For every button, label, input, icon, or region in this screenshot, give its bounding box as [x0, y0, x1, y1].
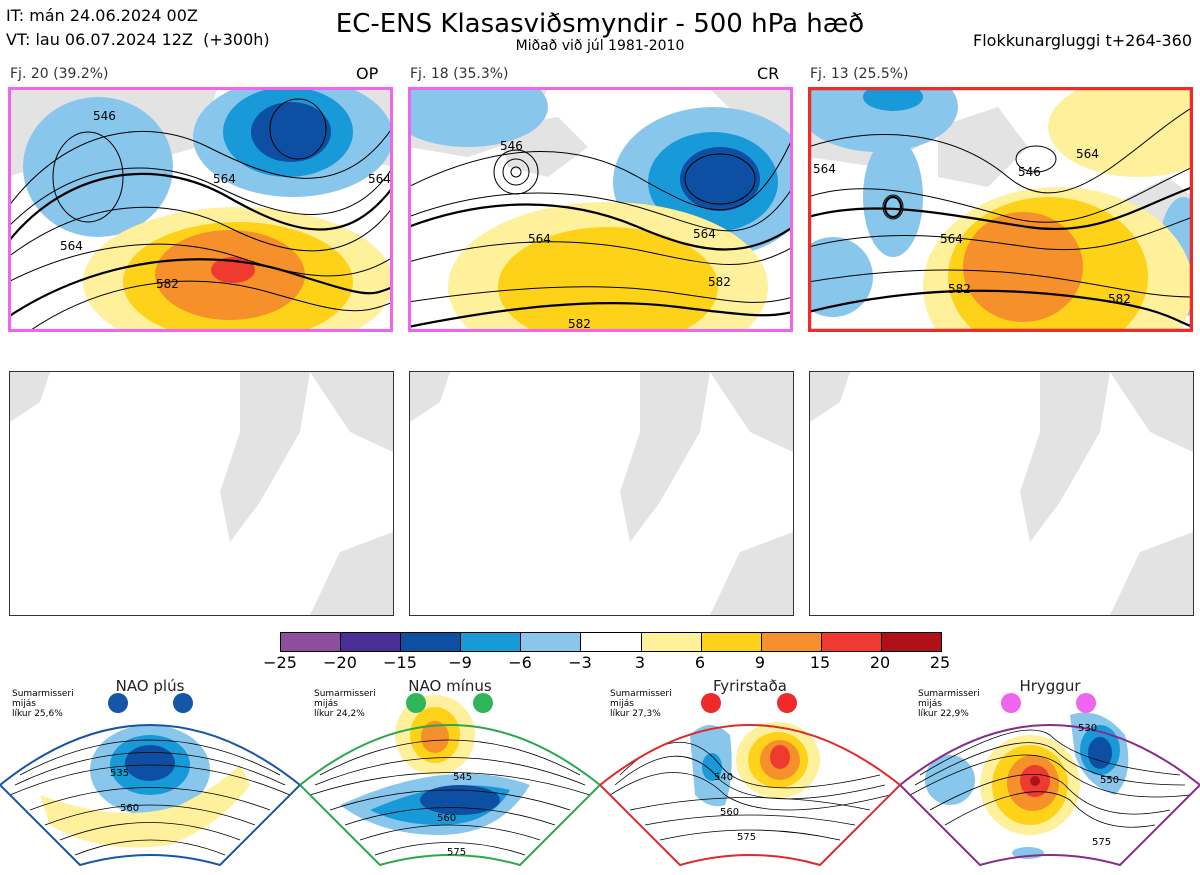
colorbar-segment [461, 633, 522, 651]
cluster-2-contour-5: 582 [568, 317, 591, 331]
colorbar-tick: 3 [634, 653, 646, 672]
colorbar-tick: 20 [869, 653, 891, 672]
regime-3-contour-2: 560 [720, 807, 740, 818]
colorbar-segment [701, 633, 762, 651]
cluster-2-tag: CR [757, 64, 780, 83]
colorbar-segment [761, 633, 822, 651]
colorbar-segment [401, 633, 462, 651]
regime-1-contour-1: 535 [110, 768, 130, 779]
cluster-3-contour-5: 582 [948, 282, 971, 296]
colorbar-tick: −6 [508, 653, 532, 672]
cluster-2-contour-1: 546 [500, 139, 523, 153]
cluster-3-contour-6: 582 [1108, 292, 1131, 306]
empty-map-1 [9, 371, 394, 616]
cluster-1-tag: OP [356, 64, 379, 83]
regime-3-contour-3: 575 [737, 832, 757, 843]
regime-2-info: Sumarmisseri mijás líkur 24,2% [314, 689, 376, 719]
cluster-2-contour-3: 564 [693, 227, 716, 241]
colorbar-segment [521, 633, 582, 651]
regime-4-contour-1: 530 [1078, 723, 1098, 734]
cluster-1-contour-1: 546 [93, 109, 116, 123]
cluster-2-label: Fj. 18 (35.3%) [410, 66, 509, 82]
colorbar-segment [341, 633, 402, 651]
regime-4-contour-2: 550 [1100, 775, 1120, 786]
colorbar-tick: −25 [263, 653, 297, 672]
colorbar-tick: −20 [323, 653, 357, 672]
regime-1-title: NAO plús [115, 677, 185, 695]
cluster-3-map: 564 564 546 564 582 582 [808, 87, 1193, 332]
colorbar-segment [281, 633, 342, 651]
cluster-2-map: 546 564 564 582 582 [408, 87, 793, 332]
regime-4-title: Hryggur [1019, 677, 1081, 695]
colorbar-segment [821, 633, 882, 651]
regime-4-contour-3: 575 [1092, 837, 1112, 848]
cluster-3-label: Fj. 13 (25.5%) [810, 66, 909, 82]
cluster-1-map: 546 564 564 564 582 [8, 87, 393, 332]
colorbar-tick: −3 [568, 653, 592, 672]
page-title: EC-ENS Klasasviðsmyndir - 500 hPa hæð [335, 9, 865, 39]
colorbar-tick: −9 [448, 653, 472, 672]
colorbar-tick: 25 [929, 653, 951, 672]
regime-4-info: Sumarmisseri mijás líkur 22,9% [918, 689, 980, 719]
colorbar-tick: 6 [694, 653, 706, 672]
regime-3-title: Fyrirstaða [713, 677, 787, 695]
regime-2-contour-3: 575 [447, 847, 467, 858]
cluster-3-contour-1: 564 [813, 162, 836, 176]
page-subtitle: Miðað við júl 1981-2010 [515, 38, 685, 54]
regime-3-contour-1: 540 [714, 772, 734, 783]
regime-nao-minus: NAO mínus Sumarmisseri mijás líkur 24,2%… [298, 675, 602, 871]
cluster-1-contour-4: 564 [368, 172, 391, 186]
cluster-3-contour-3: 546 [1018, 165, 1041, 179]
colorbar-tick: 9 [754, 653, 766, 672]
cluster-3-contour-4: 564 [1076, 147, 1099, 161]
regime-1-info: Sumarmisseri mijás líkur 25,6% [12, 689, 74, 719]
valid-time: VT: lau 06.07.2024 12Z (+300h) [6, 30, 270, 49]
regime-1-contour-2: 560 [120, 803, 140, 814]
init-time: IT: mán 24.06.2024 00Z [6, 6, 198, 25]
cluster-2-contour-4: 582 [708, 275, 731, 289]
regime-3-info: Sumarmisseri mijás líkur 27,3% [610, 689, 672, 719]
regime-2-contour-1: 545 [453, 772, 473, 783]
cluster-1-contour-2: 564 [213, 172, 236, 186]
cluster-2-contour-2: 564 [528, 232, 551, 246]
cluster-3-contour-2: 564 [940, 232, 963, 246]
regime-ridge: Hryggur Sumarmisseri mijás líkur 22,9% 5… [898, 675, 1200, 871]
regime-2-contour-2: 560 [437, 813, 457, 824]
colorbar-segment [881, 633, 942, 651]
regime-2-title: NAO mínus [408, 677, 492, 695]
regime-nao-plus: NAO plús Sumarmisseri mijás líkur 25,6% … [0, 675, 302, 871]
cluster-1-label: Fj. 20 (39.2%) [10, 66, 109, 82]
cluster-1-contour-5: 582 [156, 277, 179, 291]
regime-blocking: Fyrirstaða Sumarmisseri mijás líkur 27,3… [598, 675, 902, 871]
colorbar-tick: 15 [809, 653, 831, 672]
colorbar-segment [641, 633, 702, 651]
empty-map-3 [809, 371, 1194, 616]
cluster-1-contour-3: 564 [60, 239, 83, 253]
colorbar-segment [581, 633, 642, 651]
colorbar [280, 632, 942, 652]
empty-map-2 [409, 371, 794, 616]
cluster-window: Flokkunargluggi t+264-360 [973, 31, 1192, 50]
colorbar-tick: −15 [383, 653, 417, 672]
